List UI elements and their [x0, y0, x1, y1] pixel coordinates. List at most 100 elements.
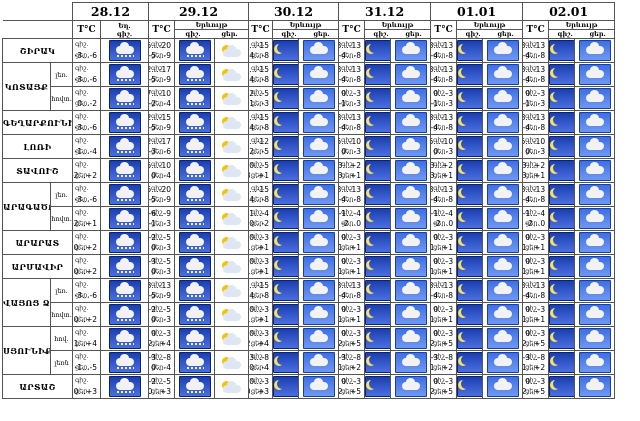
temperature-value: 0…-3	[249, 329, 270, 338]
weather-icon-cell	[100, 86, 149, 111]
moon-icon	[365, 160, 390, 181]
temperature-value: 0…-5	[249, 161, 270, 170]
temperature-cell: գիշ.ցեր.0…-3-1…+1	[430, 302, 458, 327]
temperature-value: +2…+4	[250, 339, 270, 348]
temperature-value: -4…-8	[248, 75, 270, 84]
temperature-value: +2…+4	[150, 339, 172, 348]
temperature-cell: գիշ.ցեր.0…-3+2…+5	[338, 326, 366, 351]
temperature-cell: գիշ. ցեր. 0…+3	[72, 374, 101, 399]
temperature-cell: գիշ.ցեր.-12…-17-5…-9	[148, 62, 175, 87]
cloud-icon	[486, 208, 519, 229]
temperature-cell: գիշ. ցեր. -2…-5 0…-3	[148, 302, 175, 327]
temperature-cell: գիշ.ցեր.-12…-15-5…-9	[148, 110, 175, 135]
weather-icon-cell	[482, 230, 524, 255]
weather-icon-cell	[390, 254, 432, 279]
weather-icon-cell	[456, 302, 484, 327]
temperature-cell: գիշ.ցեր.-5…-100…-4	[148, 158, 175, 183]
weather-icon-cell	[272, 302, 300, 327]
temperature-value: -2…-5	[148, 305, 172, 314]
temperature-value: -3…-8	[338, 353, 362, 362]
temperature-cell: գիշ. ցեր. -3…-6	[72, 62, 101, 87]
temperature-value: -5…-10	[340, 137, 362, 146]
weather-icon-cell	[548, 230, 576, 255]
moon-icon	[549, 280, 574, 301]
temperature-value: 0…-3	[525, 257, 546, 266]
weather-icon-cell	[390, 158, 432, 183]
weather-icon-cell	[456, 134, 484, 159]
temperature-value: -4…-8	[430, 75, 454, 84]
cloud-icon	[302, 40, 335, 61]
sun-cloud-icon	[220, 185, 243, 205]
cloud-icon	[486, 328, 519, 349]
temperature-value: -1…+1	[340, 315, 362, 324]
temperature-cell: գիշ.ցեր.-3…-8-1…+2	[522, 350, 550, 375]
temperature-cell: գիշ.ցեր.0…-3-1…+1	[248, 302, 274, 327]
moon-icon	[365, 184, 390, 205]
moon-icon	[549, 328, 574, 349]
region-name: ԼՈՌԻ	[2, 134, 73, 159]
temperature-value: 0…-3	[341, 305, 362, 314]
moon-icon	[273, 328, 298, 349]
temperature-value: 0…-3	[433, 257, 454, 266]
weather-icon-cell	[213, 350, 250, 375]
moon-icon	[273, 208, 298, 229]
temperature-value: -3…-6	[74, 195, 97, 204]
temperature-value: -2…-5	[148, 377, 172, 386]
temperature-cell: գիշ. ցեր. 0…-3 -1…-3	[338, 86, 366, 111]
weather-icon-cell	[100, 254, 149, 279]
weather-icon-cell	[213, 206, 250, 231]
weather-icon-cell	[574, 278, 616, 303]
cloud-icon	[302, 304, 335, 325]
weather-icon-cell	[574, 326, 616, 351]
snow-cloud-icon	[178, 184, 211, 205]
cloud-icon	[578, 376, 611, 397]
temperature-cell: գիշ.ցեր.-7…-10-2…-4	[148, 86, 175, 111]
temperature-value: 0…+3	[73, 387, 97, 396]
temperature-value: 0…-3	[341, 329, 362, 338]
temperature-value: 0…-3	[433, 233, 454, 242]
weather-icon-cell	[298, 86, 340, 111]
weather-icon-cell	[574, 302, 616, 327]
weather-icon-cell	[364, 38, 392, 63]
weather-icon-cell	[100, 134, 149, 159]
cloud-icon	[394, 352, 427, 373]
weather-icon-cell	[272, 206, 300, 231]
temperature-value: -3…-6	[148, 147, 172, 156]
temperature-cell: գիշ.ցեր.0…-3-1…+1	[430, 230, 458, 255]
temperature-cell: գիշ.ցեր.-8…-13-4…-8	[338, 182, 366, 207]
temperature-value: -4…-8	[522, 51, 546, 60]
snow-cloud-icon	[108, 208, 141, 229]
weather-icon-cell	[548, 206, 576, 231]
weather-icon-cell	[213, 134, 250, 159]
temperature-value: 0…-3	[341, 233, 362, 242]
temperature-value: -8…-13	[524, 113, 546, 122]
temperature-value: -7…-10	[150, 89, 172, 98]
temperature-value: -1…-4	[74, 147, 97, 156]
temperature-cell: գիշ.ցեր.-10…-15-4…-8	[248, 110, 274, 135]
temperature-cell: գիշ.ցեր.0…-3-1…+1	[338, 230, 366, 255]
weather-icon-cell	[272, 38, 300, 63]
snow-cloud-icon	[178, 88, 211, 109]
temperature-value: +2…+5	[340, 339, 362, 348]
cloud-icon	[578, 256, 611, 277]
temperature-value: -1…+2	[340, 363, 362, 372]
temperature-value: -3…-8	[522, 353, 546, 362]
corner-cell	[2, 20, 73, 39]
temperature-value: 0…-3	[249, 377, 270, 386]
temperature-value: -2…-5	[248, 89, 270, 98]
temperature-cell: գիշ.ցեր.0…-3-1…+1	[522, 302, 550, 327]
temperature-value: -8…-13	[150, 281, 172, 290]
weather-icon-cell	[364, 110, 392, 135]
weather-icon-cell	[272, 230, 300, 255]
weather-icon-cell	[272, 86, 300, 111]
region-zone: հով.	[50, 326, 73, 351]
temperature-value: -3…-8	[248, 353, 270, 362]
cloud-icon	[302, 160, 335, 181]
weather-icon-cell	[174, 326, 215, 351]
weather-icon-cell	[364, 326, 392, 351]
weather-icon-cell	[456, 350, 484, 375]
weather-icon-cell	[390, 206, 432, 231]
snow-cloud-icon	[108, 304, 141, 325]
weather-icon-cell	[100, 158, 149, 183]
temp-subheader: T°C	[248, 20, 274, 39]
